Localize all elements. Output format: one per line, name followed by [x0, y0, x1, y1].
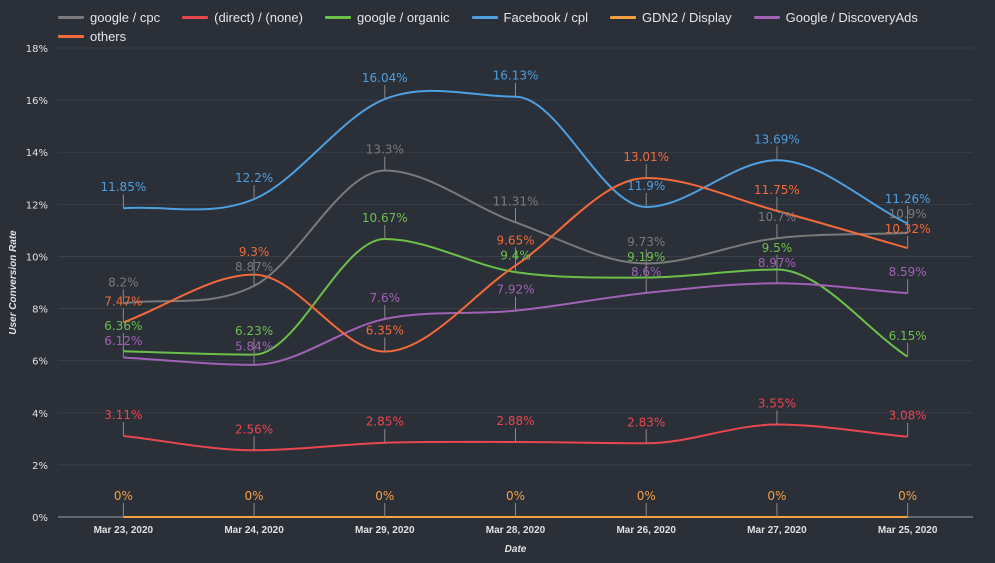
legend-label: (direct) / (none) [214, 10, 303, 25]
data-label: 11.9% [627, 179, 665, 193]
legend-label: GDN2 / Display [642, 10, 732, 25]
data-label: 2.83% [627, 415, 665, 429]
data-label: 9.5% [762, 241, 793, 255]
data-label: 11.31% [493, 194, 539, 208]
y-tick-label: 14% [26, 148, 48, 159]
data-label: 9.73% [627, 235, 665, 249]
data-label: 11.85% [100, 180, 146, 194]
y-tick-label: 10% [26, 252, 48, 263]
x-tick-label: Mar 27, 2020 [747, 525, 807, 536]
y-tick-label: 8% [32, 305, 48, 316]
data-label: 7.6% [370, 291, 401, 305]
x-axis-title: Date [505, 544, 527, 555]
legend-swatch [182, 16, 209, 19]
data-label: 6.36% [104, 319, 142, 333]
legend-swatch [324, 16, 351, 19]
series-line [123, 282, 908, 366]
legend-label: Facebook / cpl [503, 10, 589, 25]
data-label: 12.2% [235, 171, 273, 185]
legend-swatch [471, 16, 498, 19]
data-label: 11.75% [754, 183, 800, 197]
data-label: 13.3% [366, 142, 404, 156]
data-label: 0% [637, 489, 656, 503]
legend-label: others [90, 29, 127, 44]
legend: google / cpc (direct) / (none) google / or… [58, 8, 978, 46]
data-label: 7.92% [496, 283, 534, 297]
x-tick-label: Mar 29, 2020 [355, 525, 415, 536]
legend-item[interactable]: google / organic [324, 8, 450, 27]
y-axis-title: User Conversion Rate [8, 230, 19, 335]
legend-swatch [610, 16, 637, 19]
data-label: 6.15% [889, 329, 927, 343]
legend-item[interactable]: google / cpc [58, 8, 160, 27]
legend-item[interactable]: GDN2 / Display [610, 8, 732, 27]
data-label: 10.67% [362, 211, 408, 225]
y-tick-label: 12% [26, 200, 48, 211]
data-label: 10.7% [758, 210, 796, 224]
y-tick-label: 2% [32, 461, 48, 472]
data-label: 6.35% [366, 324, 404, 338]
data-label: 16.13% [493, 69, 539, 83]
data-label: 0% [898, 489, 917, 503]
data-label: 3.55% [758, 397, 796, 411]
data-label: 2.85% [366, 415, 404, 429]
legend-swatch [58, 35, 84, 38]
data-label: 6.23% [235, 324, 273, 338]
x-tick-label: Mar 28, 2020 [486, 525, 546, 536]
data-label: 9.4% [500, 248, 531, 262]
data-label: 6.12% [104, 334, 142, 348]
data-label: 5.84% [235, 339, 273, 353]
legend-swatch [58, 16, 84, 19]
data-label: 13.01% [623, 150, 669, 164]
legend-label: google / cpc [90, 10, 161, 25]
x-tick-label: Mar 26, 2020 [616, 525, 676, 536]
legend-label: Google / DiscoveryAds [785, 10, 918, 25]
legend-item[interactable]: Facebook / cpl [471, 8, 589, 27]
data-label: 8.97% [758, 256, 796, 270]
data-label: 3.11% [104, 408, 142, 422]
data-label: 9.65% [496, 233, 534, 247]
data-label: 0% [375, 489, 394, 503]
legend-item[interactable]: (direct) / (none) [182, 8, 303, 27]
y-tick-label: 18% [26, 44, 48, 55]
data-label: 0% [114, 489, 133, 503]
x-tick-label: Mar 25, 2020 [878, 525, 938, 536]
data-label: 2.56% [235, 422, 273, 436]
y-tick-label: 6% [32, 357, 48, 368]
data-label: 8.2% [108, 275, 139, 289]
data-label: 3.08% [889, 409, 927, 423]
data-label: 9.19% [627, 250, 665, 264]
legend-item[interactable]: others [58, 27, 126, 46]
x-tick-label: Mar 23, 2020 [94, 525, 154, 536]
y-tick-label: 16% [26, 96, 48, 107]
data-label: 10.32% [885, 222, 931, 236]
data-label: 0% [767, 489, 786, 503]
legend-label: google / organic [356, 10, 450, 25]
data-label: 8.6% [631, 265, 662, 279]
x-tick-label: Mar 24, 2020 [224, 525, 284, 536]
y-tick-label: 4% [32, 409, 48, 420]
data-label: 10.9% [889, 207, 927, 221]
data-label: 9.3% [239, 245, 270, 259]
data-label: 13.69% [754, 132, 800, 146]
legend-item[interactable]: Google / DiscoveryAds [753, 8, 918, 27]
data-label: 7.47% [104, 294, 142, 308]
data-label: 2.88% [496, 414, 534, 428]
data-label: 11.26% [885, 192, 931, 206]
data-label: 8.87% [235, 260, 273, 274]
y-tick-label: 0% [32, 513, 48, 524]
data-label: 8.59% [889, 265, 927, 279]
data-label: 0% [506, 489, 525, 503]
legend-swatch [753, 16, 780, 19]
data-label: 0% [245, 489, 264, 503]
data-label: 16.04% [362, 71, 408, 85]
